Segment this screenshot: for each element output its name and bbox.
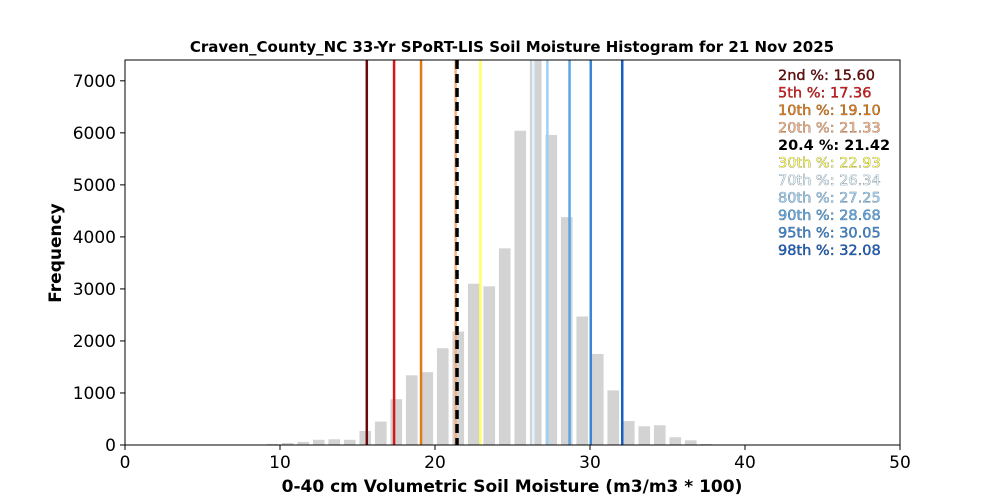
histogram-bar (529, 60, 542, 445)
histogram-bar (700, 443, 713, 445)
legend-entry: 80th %: 27.25 (778, 191, 881, 207)
histogram-bar (514, 130, 527, 445)
x-tick-label: 20 (424, 453, 446, 473)
y-tick-label: 3000 (73, 280, 116, 300)
x-tick-label: 10 (269, 453, 291, 473)
histogram-bar (576, 316, 589, 445)
histogram-bar (545, 134, 558, 445)
legend-entry: 95th %: 30.05 (778, 226, 881, 242)
legend-entry: 2nd %: 15.60 (778, 68, 875, 84)
y-tick-label: 6000 (73, 124, 116, 144)
percentile-lines-layer (365, 60, 624, 445)
x-tick-label: 40 (734, 453, 756, 473)
histogram-bar (297, 441, 310, 445)
histogram-bar (266, 443, 279, 445)
histogram-bar (281, 442, 294, 445)
histogram-bar (374, 421, 387, 445)
histogram-bar (638, 426, 651, 445)
legend-entry: 20th %: 21.33 (778, 121, 881, 137)
plot-frame (124, 59, 901, 446)
y-tick-label: 0 (105, 436, 116, 456)
y-tick-label: 1000 (73, 384, 116, 404)
histogram-bar (622, 421, 635, 445)
histogram-bar (312, 439, 325, 445)
histogram-bar (328, 439, 341, 445)
histogram-bar (653, 425, 666, 445)
x-tick-label: 0 (120, 453, 131, 473)
legend-entry: 30th %: 22.93 (778, 156, 881, 172)
histogram-bar (343, 439, 356, 445)
y-tick-label: 5000 (73, 176, 116, 196)
x-axis-ticks: 0 10 20 30 40 50 (120, 445, 911, 473)
x-axis-label: 0-40 cm Volumetric Soil Moisture (m3/m3 … (282, 477, 743, 497)
y-tick-label: 2000 (73, 332, 116, 352)
x-tick-label: 50 (889, 453, 911, 473)
legend-entry: 70th %: 26.34 (778, 173, 881, 189)
y-axis-ticks: 0 1000 2000 3000 4000 5000 6000 7000 (73, 72, 125, 456)
histogram-bar (684, 440, 697, 445)
y-axis-label: Frequency (46, 203, 66, 303)
histogram-bar (483, 286, 496, 445)
x-tick-label: 30 (579, 453, 601, 473)
histogram-bar (405, 375, 418, 445)
legend-entry: 98th %: 32.08 (778, 243, 881, 259)
legend-entry: 5th %: 17.36 (778, 86, 872, 102)
y-tick-label: 4000 (73, 228, 116, 248)
histogram-bar (591, 353, 604, 445)
histogram-bar (607, 390, 620, 445)
legend-entry: 90th %: 28.68 (778, 208, 881, 224)
histogram-bar (421, 372, 434, 445)
legend-entry: 20.4 %: 21.42 (778, 138, 890, 154)
histogram-bar (436, 348, 449, 445)
histogram-bar (560, 217, 573, 445)
histogram-bar (390, 399, 403, 445)
histogram-bar (467, 283, 480, 445)
chart-title: Craven_County_NC 33-Yr SPoRT-LIS Soil Mo… (190, 38, 834, 56)
histogram-bar (359, 430, 372, 445)
y-tick-label: 7000 (73, 72, 116, 92)
histogram-bar (498, 248, 511, 445)
histogram-bar (669, 437, 682, 445)
legend-entry: 10th %: 19.10 (778, 103, 881, 119)
